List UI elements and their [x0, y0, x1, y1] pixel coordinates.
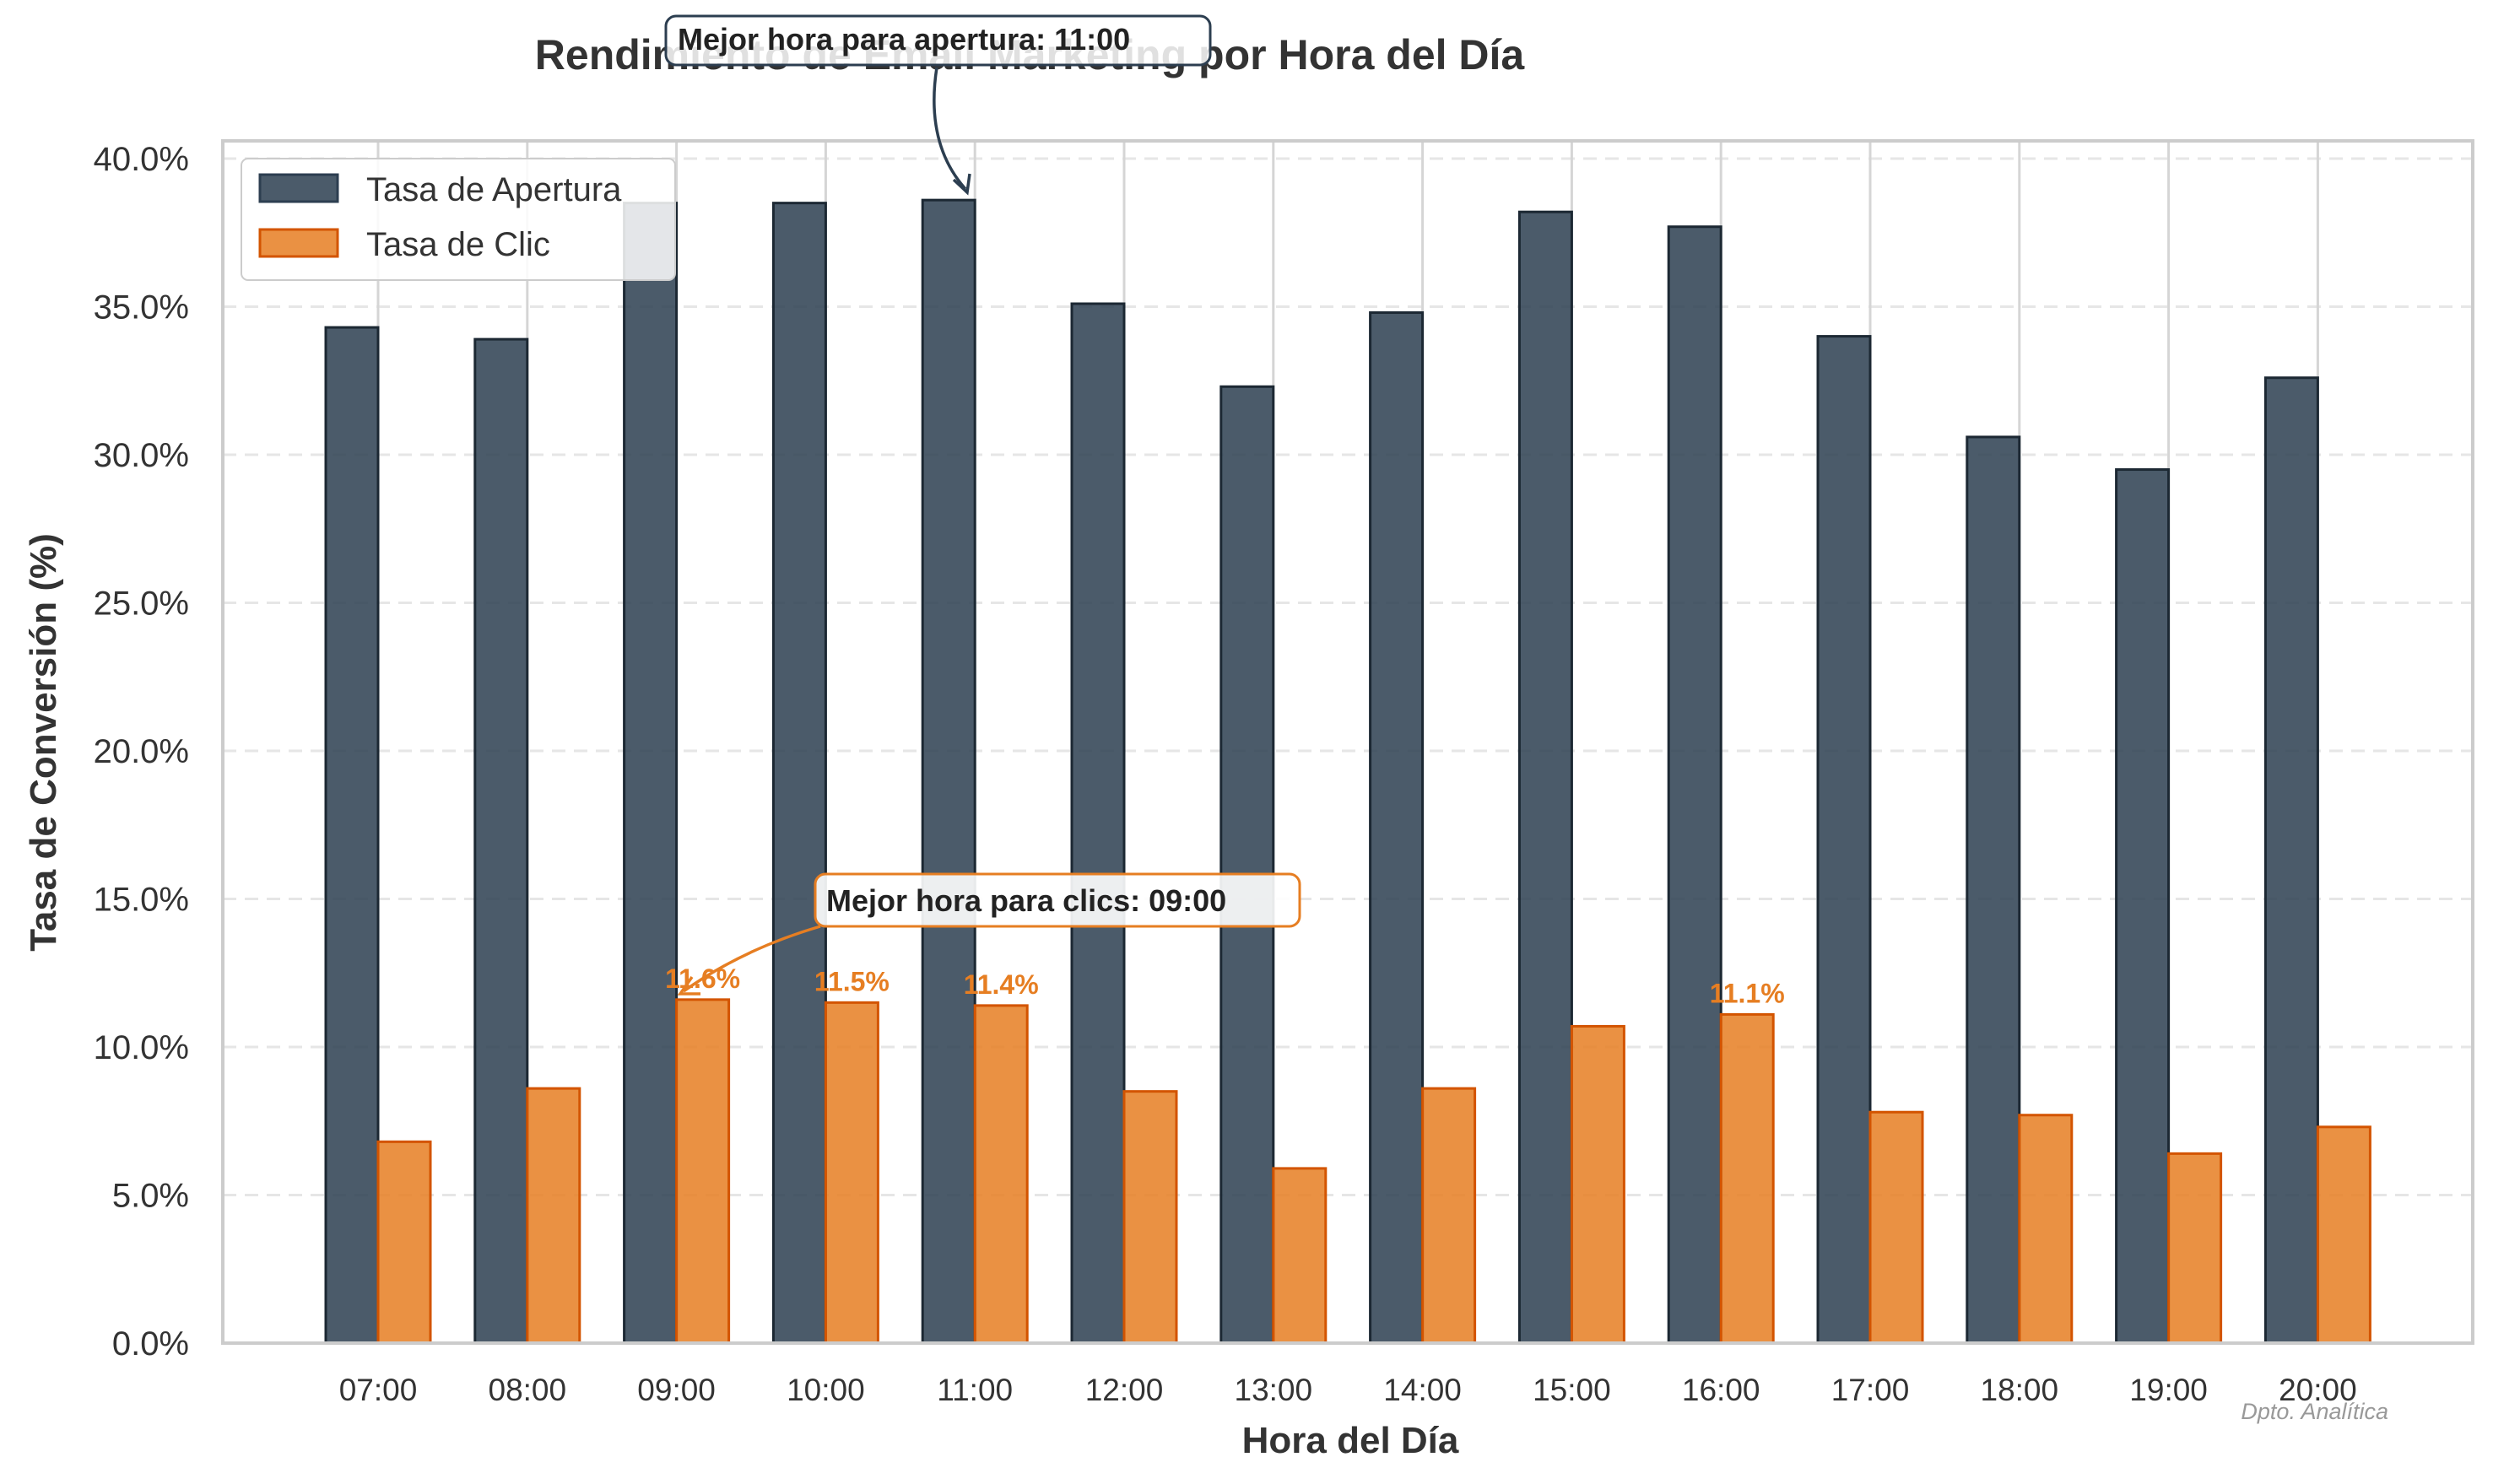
- annotation-box-open: [664, 14, 1212, 67]
- bar-clic: [376, 1140, 432, 1345]
- bar-clic: [675, 998, 731, 1345]
- bar-clic: [824, 1001, 879, 1345]
- annotation-best-click: Mejor hora para clics: 09:00: [677, 872, 1301, 996]
- x-axis-label: Hora del Día: [1242, 1420, 1459, 1461]
- annotation-best-open: Mejor hora para apertura: 11:00: [664, 14, 1212, 196]
- bar-clic: [1272, 1167, 1328, 1345]
- bar-apertura: [1369, 311, 1425, 1345]
- x-tick-label: 15:00: [1533, 1373, 1611, 1407]
- bar-clic: [1421, 1087, 1477, 1345]
- x-tick-label: 18:00: [1981, 1373, 2059, 1407]
- annotation-arrow-open: [933, 67, 967, 191]
- x-tick-label: 09:00: [637, 1373, 716, 1407]
- y-tick-label: 30.0%: [94, 437, 189, 474]
- axes-layer: 0.0% 5.0% 10.0% 15.0% 20.0% 25.0% 30.0% 35.0% 40…: [94, 141, 2357, 1407]
- x-tick-label: 16:00: [1682, 1373, 1760, 1407]
- annotation-box-click: [814, 872, 1301, 928]
- bar-clic: [526, 1087, 581, 1345]
- y-tick-label: 20.0%: [94, 733, 189, 770]
- bar-clic: [2018, 1114, 2074, 1345]
- annotation-arrowhead-open: [952, 173, 971, 196]
- bar-apertura: [324, 326, 380, 1345]
- bar-clic: [1122, 1090, 1178, 1345]
- y-tick-label: 5.0%: [112, 1178, 189, 1215]
- bar-apertura: [2263, 376, 2319, 1345]
- x-tick-label: 17:00: [1831, 1373, 1910, 1407]
- bar-value-label: 11.4%: [964, 969, 1039, 1000]
- bar-apertura: [2115, 468, 2171, 1345]
- bar-clic: [1719, 1012, 1775, 1345]
- bar-clic: [2167, 1152, 2223, 1345]
- annotation-text-open: Mejor hora para apertura: 11:00: [678, 22, 1130, 57]
- bar-apertura: [1667, 225, 1722, 1345]
- annotation-arrow-click: [682, 925, 821, 993]
- x-tick-label: 11:00: [937, 1373, 1013, 1407]
- legend-swatch-apertura: [258, 173, 339, 203]
- plot-area: [223, 141, 2473, 1343]
- bar-apertura: [473, 337, 529, 1345]
- watermark: Dpto. Analítica: [2241, 1399, 2388, 1424]
- bar-apertura: [623, 202, 679, 1345]
- bar-apertura: [921, 198, 976, 1345]
- y-tick-label: 15.0%: [94, 882, 189, 919]
- legend-label-clic: Tasa de Clic: [366, 226, 550, 263]
- bars-layer: [324, 198, 2371, 1345]
- bar-value-label: 11.5%: [814, 966, 890, 996]
- y-tick-label: 25.0%: [94, 586, 189, 623]
- x-tick-label: 07:00: [339, 1373, 418, 1407]
- bar-clic: [1868, 1110, 1924, 1345]
- bar-clic: [973, 1004, 1029, 1345]
- bar-apertura: [771, 202, 827, 1345]
- y-tick-label: 40.0%: [94, 141, 189, 178]
- y-tick-label: 10.0%: [94, 1029, 189, 1066]
- x-tick-label: 10:00: [787, 1373, 865, 1407]
- y-axis-label: Tasa de Conversión (%): [23, 533, 64, 952]
- x-tick-label: 20:00: [2279, 1373, 2357, 1407]
- x-tick-label: 08:00: [489, 1373, 567, 1407]
- bar-apertura: [1219, 385, 1275, 1345]
- x-tick-label: 19:00: [2129, 1373, 2208, 1407]
- legend: Tasa de Apertura Tasa de Clic: [241, 158, 676, 281]
- plot-frame: [221, 139, 2474, 1345]
- x-tick-label: 13:00: [1235, 1373, 1313, 1407]
- bar-apertura: [1966, 435, 2021, 1345]
- bar-clic: [2316, 1125, 2371, 1345]
- y-tick-label: 0.0%: [112, 1325, 189, 1363]
- labels-layer: 11.6% 11.5% 11.4% 11.1%: [665, 963, 1785, 1009]
- legend-label-apertura: Tasa de Apertura: [366, 171, 622, 208]
- annotation-arrowhead-click: [677, 975, 700, 996]
- annotation-text-click: Mejor hora para clics: 09:00: [826, 883, 1226, 918]
- bar-clic: [1570, 1024, 1625, 1345]
- x-tick-label: 12:00: [1085, 1373, 1164, 1407]
- bar-value-label: 11.1%: [1710, 978, 1785, 1008]
- x-tick-label: 14:00: [1383, 1373, 1462, 1407]
- legend-swatch-clic: [258, 228, 339, 258]
- bar-apertura: [1816, 335, 1872, 1345]
- bar-apertura: [1517, 210, 1573, 1345]
- y-tick-label: 35.0%: [94, 289, 189, 326]
- bar-apertura: [1070, 302, 1126, 1345]
- legend-frame: [241, 158, 676, 281]
